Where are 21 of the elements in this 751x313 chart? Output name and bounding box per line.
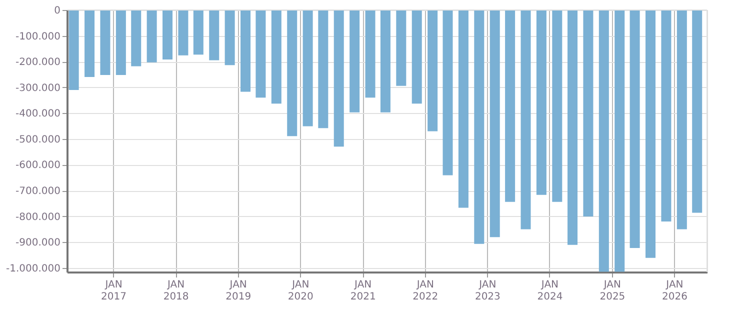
x-tick-label: JAN 2026 — [662, 280, 688, 302]
y-tick-label: -200.000 — [16, 57, 60, 68]
x-tick-label: JAN 2017 — [101, 280, 126, 302]
y-tick-label: -500.000 — [16, 134, 60, 146]
x-tick-label: JAN 2020 — [288, 280, 314, 302]
x-tick-label: JAN 2025 — [600, 280, 626, 302]
x-tick-label: JAN 2021 — [350, 280, 376, 302]
x-tick-label: JAN 2024 — [537, 280, 563, 302]
y-tick-label: -1.000.000 — [6, 263, 60, 274]
y-tick-label: -600.000 — [16, 160, 60, 172]
y-tick-label: -400.000 — [16, 108, 60, 120]
y-tick-label: 0 — [54, 6, 60, 16]
y-tick-label: -100.000 — [16, 31, 60, 42]
x-tick-label: JAN 2018 — [163, 280, 189, 302]
y-tick-label: -300.000 — [16, 82, 60, 94]
y-tick-label: -700.000 — [16, 186, 60, 198]
y-tick-label: -800.000 — [16, 212, 60, 223]
y-tick-label: -900.000 — [16, 238, 60, 249]
x-tick-label: JAN 2022 — [412, 280, 438, 302]
x-tick-label: JAN 2023 — [474, 280, 500, 302]
x-tick-label: JAN 2019 — [226, 280, 252, 302]
